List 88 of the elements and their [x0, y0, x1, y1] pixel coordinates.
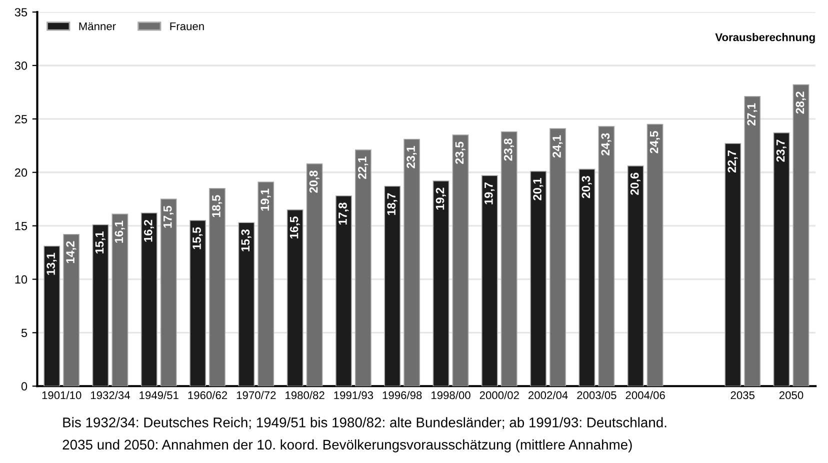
x-tick-label: 2002/04 — [528, 391, 568, 400]
bar — [773, 132, 790, 386]
bar — [500, 131, 518, 386]
bar — [160, 198, 177, 386]
data-label: 15,3 — [241, 229, 252, 252]
data-label: 17,8 — [338, 202, 349, 225]
data-label: 22,7 — [728, 150, 738, 172]
annotation: Vorausberechnung — [715, 33, 815, 44]
bar — [63, 234, 80, 386]
data-label: 24,1 — [552, 135, 563, 158]
bar — [238, 222, 255, 386]
data-label: 24,5 — [650, 131, 660, 154]
bar — [92, 224, 109, 386]
text: Bis 1932/34: Deutsches Reich; 1949/51 bis 1980/82: alte Bundesländer; ab 1991/93: Deutschland. — [63, 417, 666, 430]
x-tick-label: 2003/05 — [577, 391, 616, 400]
x-tick-label: 1901/10 — [42, 391, 82, 400]
y-tick-label: 30 — [14, 62, 28, 70]
y-tick-label: 25 — [15, 114, 28, 124]
x-tick-label: 1991/93 — [334, 391, 374, 400]
bar — [384, 186, 401, 386]
bar — [432, 180, 450, 386]
y-tick-label: 20 — [15, 168, 28, 177]
bar — [306, 163, 323, 386]
y-tick-label: 10 — [15, 275, 28, 284]
data-label: 28,2 — [796, 92, 806, 114]
x-tick-label: 1960/62 — [188, 391, 228, 400]
x-tick-label: 2050 — [779, 391, 804, 400]
data-label: 13,1 — [46, 252, 57, 275]
x-tick-label: 1970/72 — [236, 391, 276, 400]
data-label: 23,1 — [406, 146, 417, 168]
y-tick-label: 5 — [21, 328, 28, 338]
bar — [646, 124, 664, 386]
bar — [452, 134, 469, 386]
bar — [190, 220, 206, 386]
bar — [792, 84, 810, 386]
x-tick-label: 1980/82 — [286, 391, 324, 400]
bar — [258, 182, 274, 386]
data-label: 19,1 — [260, 188, 271, 211]
bar — [550, 128, 566, 386]
bar — [481, 175, 498, 386]
x-tick-label: 1932/34 — [90, 391, 130, 400]
data-label: 15,5 — [192, 227, 203, 250]
x-tick-label: 2000/02 — [480, 391, 519, 400]
data-label: 20,6 — [630, 172, 640, 195]
data-label: 19,2 — [436, 188, 446, 210]
bar — [140, 212, 158, 386]
data-label: 20,8 — [309, 170, 320, 193]
data-label: 22,1 — [358, 156, 368, 179]
data-label: 23,5 — [455, 142, 466, 164]
bar — [354, 150, 372, 386]
data-label: 20,3 — [582, 176, 592, 198]
y-tick-label: 0 — [21, 382, 28, 391]
legend-label: Frauen — [170, 22, 204, 30]
text: 2035 und 2050: Annahmen der 10. koord. Bevölkerungsvorausschätzung (mittlere Annahme) — [62, 439, 632, 452]
x-tick-label: 2035 — [730, 391, 755, 400]
x-tick-label: 1998/00 — [432, 391, 470, 400]
bar — [578, 168, 596, 386]
data-label: 24,3 — [601, 133, 612, 156]
data-label: 16,2 — [144, 220, 154, 242]
data-label: 18,7 — [387, 193, 398, 215]
bar — [530, 170, 547, 386]
bar — [724, 143, 742, 386]
bar — [209, 188, 226, 386]
bar — [404, 138, 420, 386]
data-label: 23,8 — [504, 138, 514, 161]
bar — [336, 195, 352, 386]
bar — [44, 246, 60, 386]
legend-label: Männer — [79, 22, 116, 30]
bar — [112, 214, 128, 386]
bar — [627, 166, 644, 386]
data-label: 16,1 — [114, 220, 125, 243]
data-label: 14,2 — [66, 241, 76, 264]
data-label: 16,5 — [290, 216, 300, 238]
data-label: 15,1 — [95, 231, 106, 254]
x-tick-label: 1949/51 — [140, 391, 178, 400]
y-tick-label: 35 — [14, 8, 28, 16]
data-label: 19,7 — [484, 182, 495, 204]
bar — [286, 209, 304, 386]
bar — [598, 126, 615, 386]
data-label: 17,5 — [164, 206, 174, 228]
x-tick-label: 1996/98 — [382, 391, 422, 400]
data-label: 18,5 — [212, 195, 222, 218]
data-label: 23,7 — [776, 140, 786, 162]
bar — [744, 96, 761, 386]
y-tick-label: 15 — [15, 222, 28, 230]
data-label: 27,1 — [747, 103, 758, 126]
data-label: 20,1 — [533, 178, 544, 200]
x-tick-label: 2004/06 — [626, 391, 665, 400]
